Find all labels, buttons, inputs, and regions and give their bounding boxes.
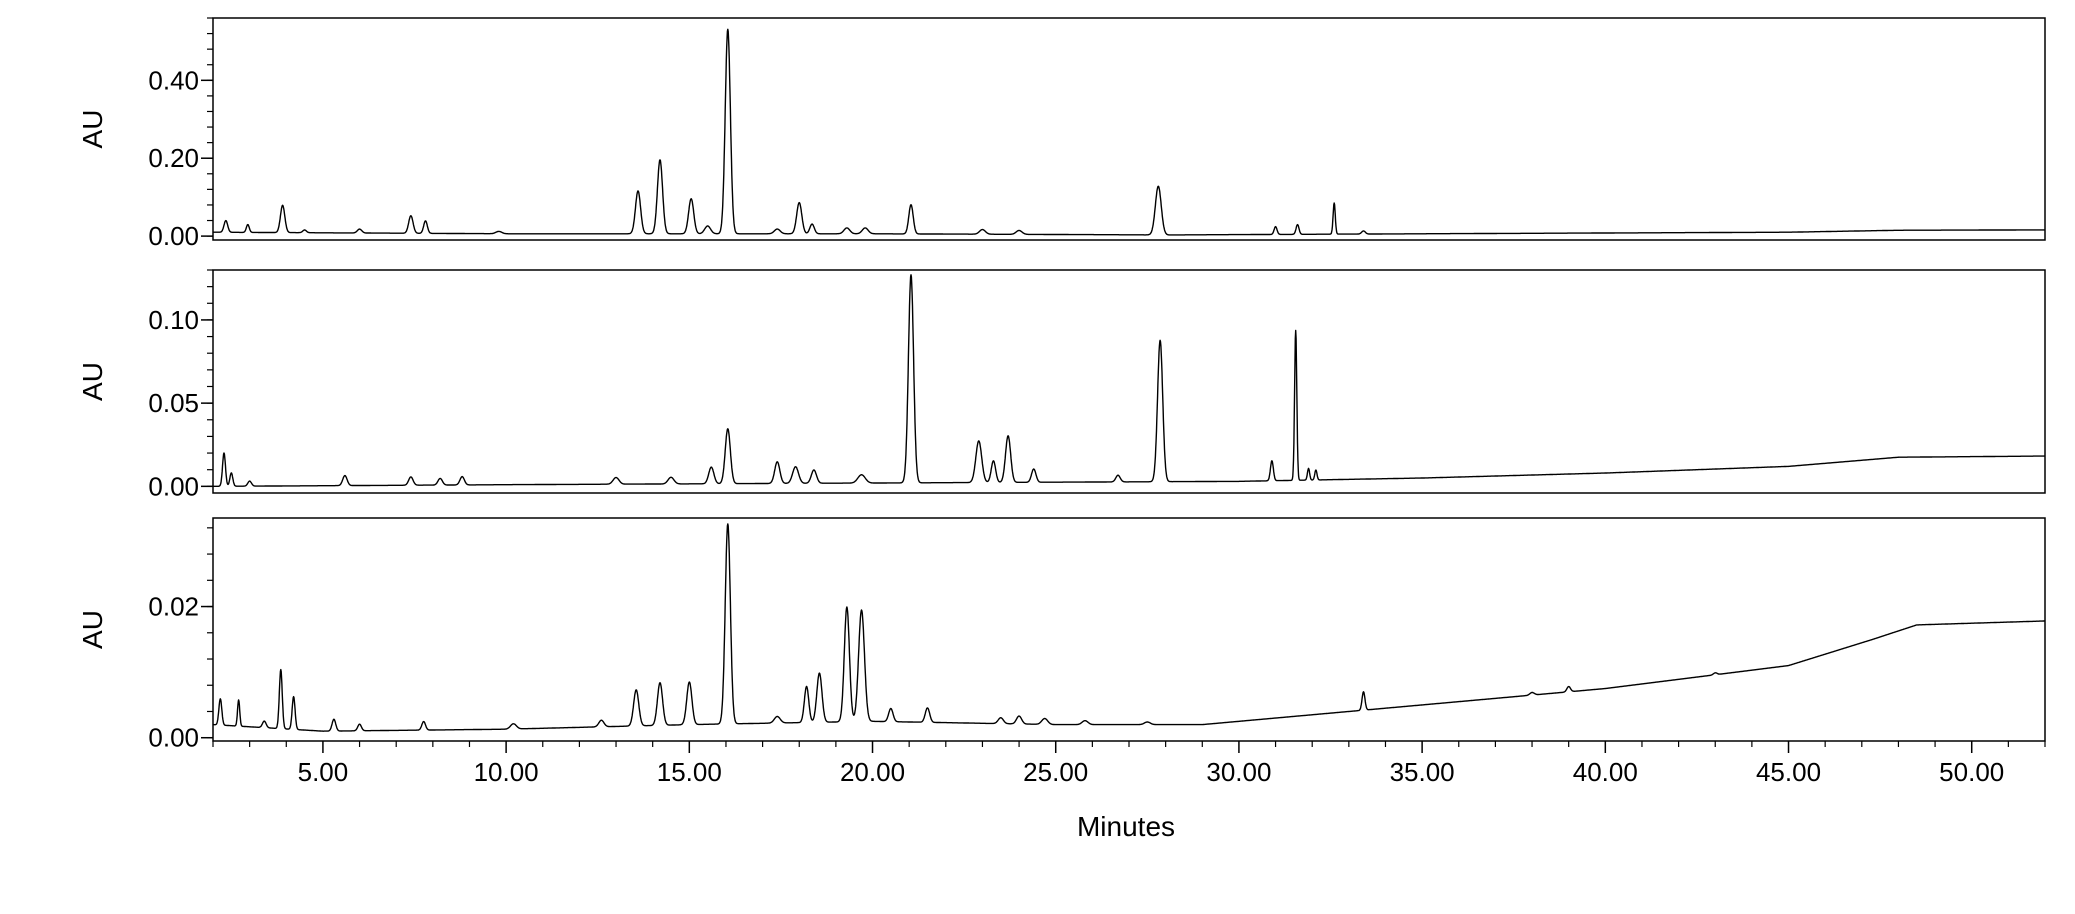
- chromatogram-trace: [212, 28, 2046, 236]
- x-axis: 5.00 10.00 15.00 20.00 25.00 30.00 35.00 40.00 4…: [212, 741, 2046, 842]
- chromatogram-trace: [212, 274, 2046, 487]
- x-tick-label: 45.00: [1756, 757, 1821, 787]
- x-tick-label: 30.00: [1206, 757, 1271, 787]
- x-tick-label: 35.00: [1390, 757, 1455, 787]
- chromatogram-panel-2: 0.00 0.05 0.10 AU: [77, 269, 2046, 501]
- x-tick-label: 50.00: [1939, 757, 2004, 787]
- x-tick-label: 40.00: [1573, 757, 1638, 787]
- plot-frame: [212, 17, 2046, 241]
- chromatogram-panel-1: 0.00 0.20 0.40 AU: [77, 17, 2046, 251]
- y-axis-label: AU: [77, 110, 108, 149]
- x-tick-label: 5.00: [298, 757, 349, 787]
- y-tick-label: 0.00: [148, 221, 199, 251]
- y-tick-label: 0.02: [148, 592, 199, 622]
- chromatogram-panel-3: 0.00 0.02 AU: [77, 517, 2046, 753]
- plot-frame: [212, 269, 2046, 494]
- x-tick-label: 20.00: [840, 757, 905, 787]
- y-tick-label: 0.10: [148, 305, 199, 335]
- plot-frame: [212, 517, 2046, 742]
- y-tick-label: 0.00: [148, 723, 199, 753]
- y-axis-label: AU: [77, 362, 108, 401]
- y-tick-label: 0.00: [148, 471, 199, 501]
- x-tick-label: 25.00: [1023, 757, 1088, 787]
- y-tick-label: 0.05: [148, 388, 199, 418]
- y-tick-label: 0.40: [148, 65, 199, 95]
- y-axis-label: AU: [77, 610, 108, 649]
- y-tick-label: 0.20: [148, 143, 199, 173]
- x-tick-label: 15.00: [657, 757, 722, 787]
- chromatogram-trace: [212, 523, 2046, 732]
- x-axis-label: Minutes: [1077, 811, 1175, 842]
- x-tick-label: 10.00: [474, 757, 539, 787]
